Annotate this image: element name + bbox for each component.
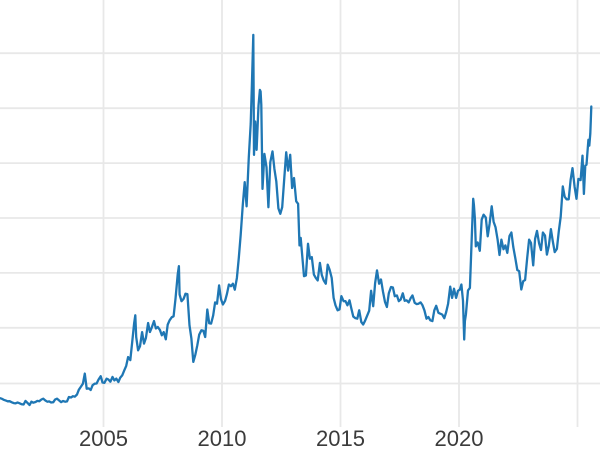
- price-line: [0, 33, 593, 407]
- x-tick-label: 2020: [435, 426, 484, 450]
- horizontal-gridlines: [0, 52, 600, 385]
- price-series-line: [0, 33, 593, 407]
- x-tick-label: 2015: [316, 426, 365, 450]
- x-axis-tick-labels: 2005 2010 2015 2020: [79, 426, 483, 450]
- x-tick-label: 2010: [198, 426, 247, 450]
- vertical-gridlines-and-ticks: [102, 0, 579, 427]
- x-tick-label: 2005: [79, 426, 128, 450]
